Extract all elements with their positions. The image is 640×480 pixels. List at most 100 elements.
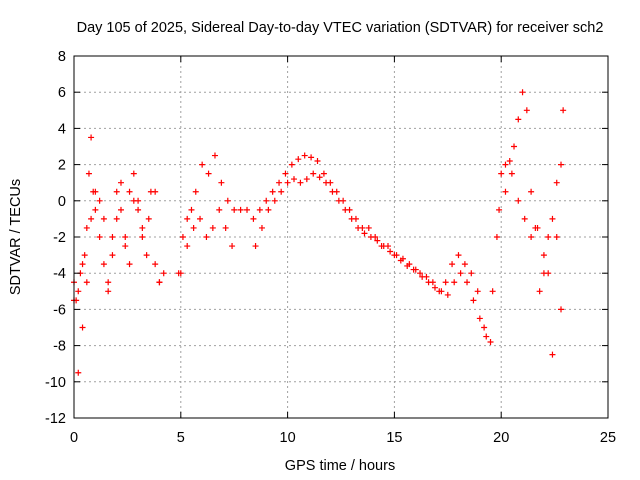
data-point	[88, 134, 95, 141]
data-point	[549, 351, 556, 358]
data-point	[145, 215, 152, 222]
data-point	[96, 234, 103, 240]
data-point	[553, 234, 560, 240]
data-point	[184, 215, 191, 222]
data-point	[284, 179, 291, 186]
data-point	[122, 243, 129, 250]
data-point	[295, 156, 302, 163]
data-point	[135, 206, 142, 213]
data-point	[122, 234, 129, 240]
y-tick-label: 4	[58, 121, 66, 137]
data-point	[216, 206, 223, 213]
data-point	[303, 176, 310, 183]
data-point	[105, 288, 112, 295]
data-point	[399, 255, 406, 262]
data-point	[256, 206, 263, 213]
data-point	[224, 197, 231, 204]
y-tick-label: -4	[53, 266, 66, 282]
data-point	[85, 170, 92, 177]
data-point	[288, 161, 295, 168]
data-point	[143, 252, 150, 259]
data-point	[540, 252, 547, 259]
data-point	[464, 279, 471, 286]
data-point	[231, 206, 238, 213]
data-point	[417, 270, 424, 277]
data-point	[156, 279, 163, 286]
data-point	[92, 206, 99, 213]
data-point	[487, 338, 494, 345]
data-point	[419, 273, 426, 280]
data-point	[558, 306, 565, 313]
data-point	[83, 279, 90, 286]
data-point	[387, 248, 394, 255]
data-point	[461, 261, 468, 268]
data-point	[269, 188, 276, 195]
data-point	[308, 154, 315, 161]
data-point	[276, 179, 283, 186]
data-point	[135, 197, 142, 204]
data-point	[105, 279, 112, 286]
data-point	[431, 284, 438, 291]
data-point	[203, 234, 210, 240]
data-point	[493, 234, 500, 240]
data-point	[329, 188, 336, 195]
data-point	[113, 215, 120, 222]
data-point	[263, 197, 270, 204]
data-point	[481, 324, 488, 331]
data-point	[282, 170, 289, 177]
y-tick-label: 8	[58, 49, 66, 65]
data-point	[130, 170, 137, 177]
data-point	[209, 224, 216, 231]
data-point	[297, 179, 304, 186]
data-point	[560, 107, 567, 114]
y-tick-label: -10	[45, 375, 66, 391]
data-point	[502, 188, 509, 195]
data-point	[511, 143, 518, 150]
data-point	[152, 188, 159, 195]
x-tick-label: 0	[70, 430, 78, 446]
data-point	[75, 288, 82, 295]
data-point	[549, 215, 556, 222]
data-point	[190, 224, 197, 231]
data-point	[515, 197, 522, 204]
data-point	[79, 324, 86, 331]
data-point	[301, 152, 308, 159]
data-point	[502, 161, 509, 168]
data-point	[126, 188, 133, 195]
data-point	[534, 224, 541, 231]
data-point	[515, 116, 522, 123]
data-point	[474, 288, 481, 295]
x-tick-label: 15	[386, 430, 402, 446]
data-point	[455, 252, 462, 259]
data-point	[117, 179, 124, 186]
data-point	[508, 170, 515, 177]
data-point	[545, 270, 552, 277]
data-point	[250, 215, 257, 222]
data-point	[100, 261, 107, 268]
data-point	[188, 206, 195, 213]
data-point	[81, 252, 88, 259]
data-point	[75, 369, 82, 376]
data-point	[139, 224, 146, 231]
data-point	[545, 234, 552, 240]
x-tick-label: 10	[280, 430, 296, 446]
data-point	[498, 170, 505, 177]
data-point	[374, 237, 381, 244]
data-point	[192, 188, 199, 195]
data-point	[536, 288, 543, 295]
y-tick-label: -8	[53, 339, 66, 355]
data-point	[528, 234, 535, 240]
y-tick-label: -6	[53, 302, 66, 318]
data-point	[109, 234, 116, 240]
data-point	[380, 243, 387, 250]
data-point	[470, 297, 477, 304]
y-tick-label: 2	[58, 158, 66, 174]
data-point	[451, 279, 458, 286]
data-point	[100, 215, 107, 222]
data-point	[335, 197, 342, 204]
data-point	[457, 270, 464, 277]
data-point	[523, 107, 530, 114]
data-point	[199, 161, 206, 168]
data-point	[406, 261, 413, 268]
